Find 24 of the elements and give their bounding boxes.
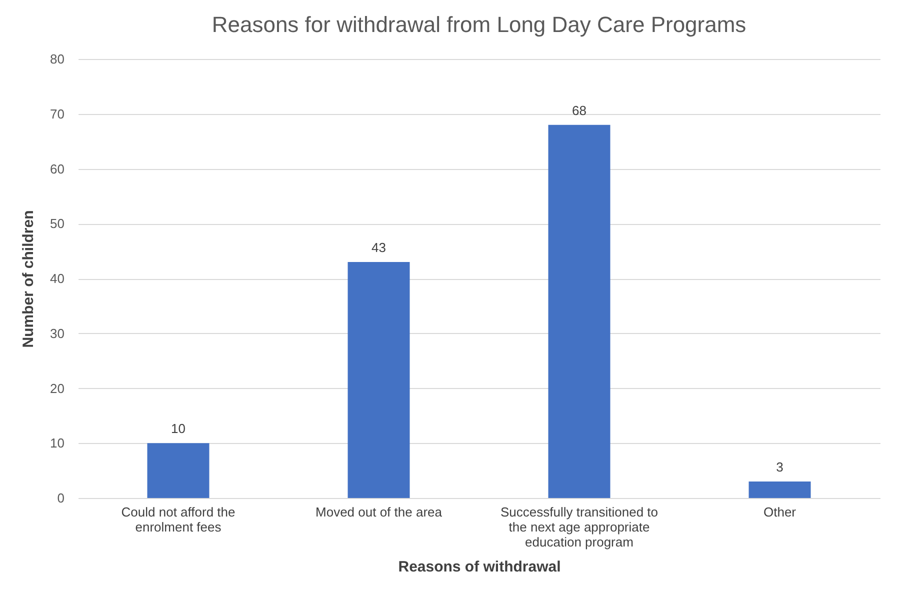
y-tick-label: 10 [50, 436, 64, 451]
y-tick-label: 30 [50, 326, 64, 341]
y-tick-label: 40 [50, 271, 64, 286]
bar [548, 124, 610, 498]
data-label: 3 [776, 460, 784, 475]
x-tick-label: Could not afford the enrolment fees [121, 504, 236, 534]
y-tick-label: 60 [50, 161, 64, 176]
bar [147, 443, 210, 498]
x-tick-label: Other [763, 504, 797, 520]
x-tick-label: Successfully transitioned to the next age appropriate education program [500, 504, 658, 550]
x-axis-title: Reasons of withdrawal [398, 558, 561, 576]
data-label: 43 [372, 240, 386, 256]
data-label: 10 [171, 421, 186, 436]
y-tick-label: 20 [50, 380, 64, 396]
y-tick-label: 50 [50, 216, 64, 232]
y-tick-label: 80 [50, 52, 64, 66]
bar [348, 262, 410, 498]
y-tick-label: 0 [57, 490, 64, 506]
y-tick-label: 70 [50, 106, 64, 122]
y-axis-title: Number of children [20, 210, 38, 348]
data-label: 68 [572, 102, 586, 118]
chart-title: Reasons for withdrawal from Long Day Care Programs [212, 12, 746, 37]
x-tick-label: Moved out of the area [316, 504, 443, 520]
bar [748, 482, 811, 498]
